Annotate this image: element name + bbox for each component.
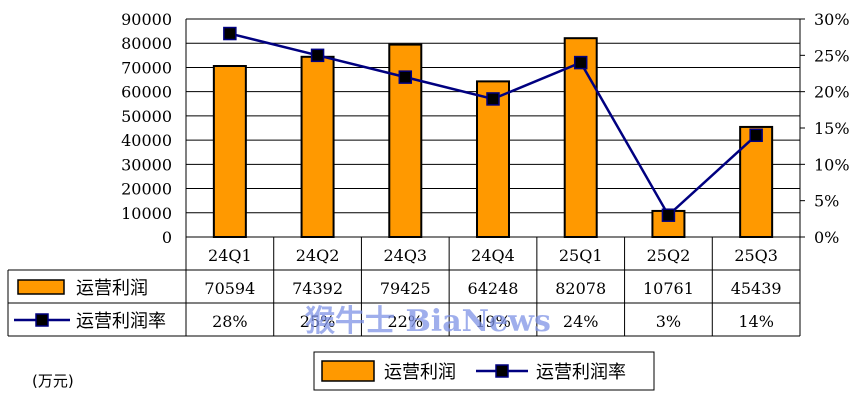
line-swatch-marker (35, 313, 49, 327)
legend-label: 运营利润率 (536, 362, 626, 383)
y-right-tick-label: 20% (814, 83, 850, 102)
bar (739, 125, 774, 238)
table-cell: 3% (656, 312, 681, 331)
y-right-tick-label: 0% (814, 228, 839, 247)
bar (300, 55, 335, 238)
y-axis-left: 0 10000 20000 30000 40000 50000 60000 70000 8000… (121, 10, 172, 247)
bar (476, 80, 510, 239)
line-marker (398, 70, 413, 84)
x-tick-label: 24Q2 (296, 246, 340, 265)
line-marker (573, 55, 588, 70)
legend: 运营利润 运营利润率 (313, 351, 655, 391)
y-left-tick-label: 60000 (121, 83, 172, 102)
table-cell: 64248 (468, 279, 519, 298)
y-left-tick-label: 20000 (121, 180, 172, 199)
line-series (223, 26, 763, 222)
y-right-tick-label: 25% (814, 46, 850, 65)
legend-bar-swatch (321, 360, 375, 382)
line-marker (661, 208, 676, 222)
x-tick-label: 24Q3 (383, 246, 427, 265)
watermark: 猴牛士 BiaNews (305, 304, 551, 339)
y-left-tick-label: 40000 (121, 131, 172, 150)
y-right-tick-label: 10% (814, 155, 850, 174)
y-left-tick-label: 70000 (121, 58, 172, 77)
bar-swatch (17, 279, 65, 295)
x-tick-label: 25Q1 (559, 246, 603, 265)
y-left-tick-label: 50000 (121, 107, 172, 126)
bar-series (212, 37, 774, 239)
x-tick-label: 25Q3 (734, 246, 778, 265)
data-table: 24Q1 24Q2 24Q3 24Q4 25Q1 25Q2 25Q3 70594 74392 79… (7, 236, 801, 337)
table-row-label: 运营利润 (76, 278, 148, 299)
table-cell: 19% (475, 312, 511, 331)
bar (212, 65, 247, 238)
bar (563, 37, 598, 238)
line-marker (223, 26, 237, 41)
x-tick-label: 24Q4 (471, 246, 515, 265)
y-right-tick-label: 5% (814, 192, 839, 211)
table-cell: 28% (212, 312, 248, 331)
table-cell: 45439 (731, 279, 782, 298)
legend-line-marker (495, 364, 509, 378)
table-cell: 22% (388, 312, 424, 331)
legend-label: 运营利润 (384, 362, 456, 383)
y-left-tick-label: 90000 (121, 10, 172, 29)
y-left-tick-label: 10000 (121, 204, 172, 223)
y-right-tick-label: 30% (814, 10, 850, 29)
table-cell: 14% (738, 312, 774, 331)
y-axis-right: 0% 5% 10% 15% 20% 25% 30% (800, 10, 850, 247)
table-cell: 82078 (555, 279, 606, 298)
y-left-tick-label: 30000 (121, 155, 172, 174)
table-cell: 25% (300, 312, 336, 331)
table-cell: 10761 (643, 279, 694, 298)
y-right-tick-label: 15% (814, 119, 850, 138)
unit-label: (万元) (32, 372, 74, 390)
x-tick-label: 24Q1 (208, 246, 252, 265)
table-cell: 70594 (204, 279, 255, 298)
table-cell: 74392 (292, 279, 343, 298)
line-marker (749, 128, 763, 143)
line-marker (486, 92, 500, 106)
y-left-tick-label: 80000 (121, 34, 172, 53)
x-tick-label: 25Q2 (647, 246, 691, 265)
line-marker (310, 48, 325, 63)
table-cell: 79425 (380, 279, 431, 298)
table-row-label: 运营利润率 (76, 311, 166, 332)
y-left-tick-label: 0 (162, 228, 172, 247)
table-cell: 24% (563, 312, 599, 331)
